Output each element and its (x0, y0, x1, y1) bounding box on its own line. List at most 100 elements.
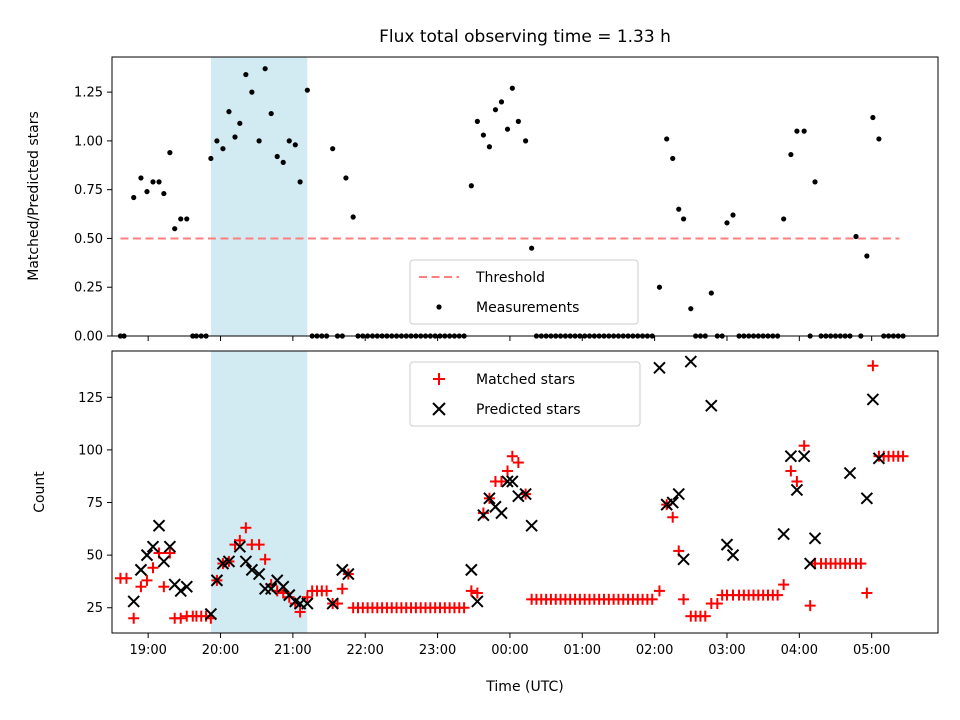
measurement-point (801, 128, 807, 134)
measurement-point (214, 138, 220, 144)
measurement-point (226, 109, 232, 115)
predicted-star-point (277, 580, 290, 593)
count-panel: 19:00 20:00 21:00 22:00 23:00 00:00 01:00 02:00… (32, 350, 939, 695)
matched-star-point (785, 465, 797, 477)
measurement-point (280, 159, 286, 165)
predicted-star-point (525, 519, 538, 532)
measurement-point (220, 146, 226, 152)
y-tick-label: 0.25 (74, 281, 103, 296)
measurement-point (292, 142, 298, 148)
predicted-star-point (726, 548, 740, 562)
predicted-star-point (146, 540, 160, 553)
predicted-star-point (152, 519, 166, 532)
measurement-point (262, 66, 268, 72)
matched-star-point (804, 600, 816, 612)
measurement-point (664, 136, 670, 142)
measurement-point (172, 226, 178, 232)
measurement-point (656, 284, 663, 290)
matched-star-point (158, 581, 170, 593)
matched-star-point (301, 591, 313, 603)
count-panel-marks (114, 355, 909, 624)
predicted-star-point (705, 399, 718, 412)
predicted-star-point (843, 466, 857, 480)
legend-measurements-swatch (436, 304, 442, 310)
measurement-point (864, 253, 870, 259)
matched-star-point (791, 475, 803, 487)
measurement-point (178, 216, 184, 222)
measurement-point (680, 216, 687, 222)
measurement-point (184, 216, 190, 222)
predicted-star-point (860, 492, 874, 505)
measurement-point (274, 153, 280, 160)
predicted-star-point (180, 580, 193, 593)
matched-star-point (141, 574, 153, 586)
measurement-point (131, 194, 137, 201)
x-tick-label: 05:00 (853, 643, 890, 658)
matched-star-point (321, 585, 333, 597)
x-axis-label: Time (UTC) (485, 679, 563, 695)
x-tick-label: 02:00 (636, 643, 673, 658)
legend-threshold-label: Threshold (475, 270, 545, 286)
legend-predicted-swatch (432, 402, 446, 416)
predicted-star-point (720, 538, 734, 551)
y-tick-label: 0.75 (74, 183, 103, 198)
legend-matched-swatch (433, 373, 445, 385)
x-tick-label: 22:00 (346, 643, 383, 658)
y-tick-label: 1.25 (74, 86, 103, 101)
count-legend-box (409, 361, 641, 427)
predicted-star-point (784, 450, 798, 463)
measurement-point (509, 85, 515, 91)
matched-star-point (699, 610, 711, 622)
predicted-star-point (797, 450, 811, 463)
predicted-star-point (808, 532, 822, 545)
measurement-point (268, 110, 274, 117)
measurement-point (529, 245, 535, 251)
matched-star-point (147, 562, 159, 574)
matched-star-point (502, 465, 514, 477)
predicted-star-point (252, 567, 266, 581)
predicted-star-point (326, 597, 339, 610)
matched-star-point (778, 579, 790, 591)
measurement-point (853, 233, 859, 240)
predicted-star-point (512, 490, 525, 503)
predicted-star-point (483, 492, 496, 505)
predicted-star-point (163, 540, 177, 553)
y-tick-label: 25 (86, 601, 103, 616)
measurement-point (498, 99, 505, 105)
matched-star-point (471, 587, 483, 599)
measurement-point (492, 107, 499, 113)
measurement-point (208, 155, 214, 162)
measurement-point (156, 179, 162, 185)
matched-star-point (772, 589, 784, 601)
matched-star-point (458, 602, 470, 614)
predicted-star-point (174, 584, 187, 598)
matched-star-point (128, 612, 140, 624)
ratio-panel-ticks: 0.00 0.25 0.50 0.75 1.00 1.25 (74, 86, 873, 345)
matched-star-point (465, 585, 477, 597)
measurement-point (876, 136, 882, 142)
x-tick-label: 00:00 (491, 643, 528, 658)
matched-star-point (711, 598, 723, 610)
count-panel-ticks: 19:00 20:00 21:00 22:00 23:00 00:00 01:00 02:00… (78, 391, 890, 658)
matched-star-point (135, 581, 147, 593)
predicted-star-point (519, 487, 532, 501)
measurement-point (708, 290, 714, 296)
measurement-point (330, 146, 336, 152)
measurement-point (138, 175, 144, 181)
x-tick-label: 01:00 (564, 643, 601, 658)
x-tick-label: 03:00 (708, 643, 745, 658)
matched-star-point (336, 583, 348, 595)
measurement-point (144, 189, 150, 195)
predicted-star-point (506, 475, 519, 488)
matched-star-point (234, 534, 246, 546)
matched-star-point (861, 587, 873, 599)
y-tick-label: 0.50 (74, 232, 103, 247)
matched-star-point (506, 450, 518, 462)
predicted-star-point (301, 597, 314, 610)
matched-star-point (855, 558, 867, 570)
count-y-axis-label: Count (32, 471, 48, 513)
predicted-star-point (264, 582, 278, 596)
matched-star-point (294, 606, 306, 618)
y-tick-label: 100 (78, 443, 103, 458)
